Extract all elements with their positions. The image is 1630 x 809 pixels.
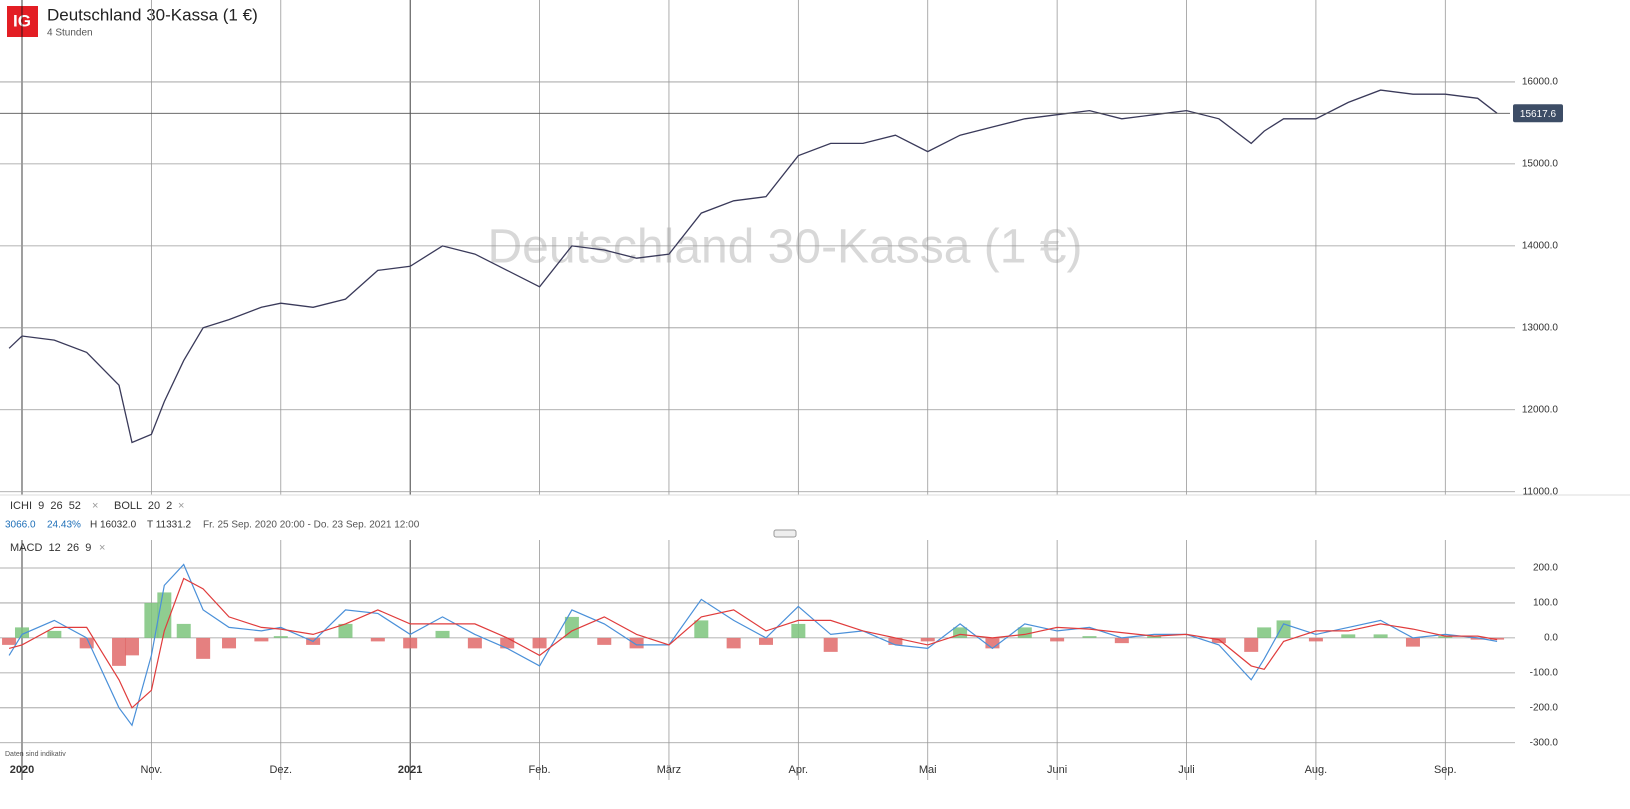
histogram-bar xyxy=(144,602,159,638)
x-tick-label: März xyxy=(657,764,681,776)
histogram-bar xyxy=(1308,637,1323,642)
histogram-bar xyxy=(1114,637,1129,644)
indicator-macd: MACD 12 26 9 xyxy=(10,542,91,554)
y-tick-label: 13000.0 xyxy=(1522,322,1559,333)
histogram-bar xyxy=(403,637,418,649)
histogram-bar xyxy=(14,627,29,638)
histogram-bar xyxy=(1405,637,1420,647)
y-tick-label: 0.0 xyxy=(1544,633,1558,644)
x-tick-label: Mai xyxy=(919,764,937,776)
histogram-bar xyxy=(435,630,450,638)
histogram-bar xyxy=(254,637,269,642)
histogram-bar xyxy=(1490,637,1505,640)
histogram-bar xyxy=(823,637,838,652)
x-tick-label: Juli xyxy=(1178,764,1195,776)
x-tick-label: 2020 xyxy=(10,764,34,776)
stat-range: Fr. 25 Sep. 2020 20:00 - Do. 23 Sep. 202… xyxy=(203,520,420,531)
histogram-bar xyxy=(758,637,773,645)
y-tick-label: 12000.0 xyxy=(1522,404,1559,415)
histogram-bar xyxy=(1373,634,1388,638)
histogram-bar xyxy=(370,637,385,642)
histogram-bar xyxy=(47,630,62,638)
histogram-bar xyxy=(1050,637,1065,642)
x-tick-label: Dez. xyxy=(269,764,292,776)
histogram-bar xyxy=(112,637,127,666)
histogram-bar xyxy=(694,620,709,638)
histogram-bar xyxy=(79,637,94,649)
histogram-bar xyxy=(1341,634,1356,638)
histogram-bar xyxy=(196,637,211,659)
y-tick-label: 14000.0 xyxy=(1522,241,1559,252)
macd-line xyxy=(8,577,1498,709)
title: Deutschland 30-Kassa (1 €) xyxy=(47,5,258,24)
y-tick-label: 15000.0 xyxy=(1522,159,1559,170)
histogram-bar xyxy=(1276,620,1291,638)
y-tick-label: -200.0 xyxy=(1530,702,1559,713)
histogram-bar xyxy=(273,636,288,638)
panel-resizer[interactable] xyxy=(773,529,797,538)
histogram-bar xyxy=(500,637,515,649)
y-tick-label: 100.0 xyxy=(1533,598,1558,609)
close-icon[interactable]: × xyxy=(92,500,98,512)
close-icon[interactable]: × xyxy=(99,542,105,554)
histogram-bar xyxy=(176,623,191,638)
histogram-bar xyxy=(1470,637,1485,640)
histogram-bar xyxy=(726,637,741,649)
footer-note: Daten sind indikativ xyxy=(5,751,66,758)
subtitle: 4 Stunden xyxy=(47,28,93,39)
histogram-bar xyxy=(338,623,353,638)
x-tick-label: Feb. xyxy=(529,764,551,776)
x-tick-label: Sep. xyxy=(1434,764,1457,776)
y-tick-label: 11000.0 xyxy=(1523,486,1559,497)
histogram-bar xyxy=(532,637,547,649)
histogram-bar xyxy=(222,637,237,649)
stat-change: 3066.0 xyxy=(5,520,36,531)
last-price-tag xyxy=(1513,104,1563,123)
x-tick-label: Aug. xyxy=(1305,764,1328,776)
y-tick-label: -100.0 xyxy=(1530,667,1559,678)
histogram-bar xyxy=(953,627,968,638)
x-tick-label: Apr. xyxy=(789,764,809,776)
histogram-bar xyxy=(467,637,482,649)
macd-line xyxy=(8,563,1498,727)
histogram-bar xyxy=(888,637,903,645)
histogram-bar xyxy=(597,637,612,645)
y-tick-label: 200.0 xyxy=(1533,563,1558,574)
x-tick-label: Juni xyxy=(1047,764,1067,776)
histogram-bar xyxy=(985,637,1000,649)
histogram-bar xyxy=(1082,636,1097,638)
histogram-bar xyxy=(1211,637,1226,644)
close-icon[interactable]: × xyxy=(178,500,184,512)
histogram-bar xyxy=(1438,636,1453,638)
histogram-bar xyxy=(1017,627,1032,638)
histogram-bar xyxy=(124,637,139,656)
x-tick-label: Nov. xyxy=(140,764,162,776)
price-line xyxy=(8,89,1498,444)
y-tick-label: -300.0 xyxy=(1530,737,1559,748)
stat-high: H 16032.0 xyxy=(90,520,137,531)
watermark: Deutschland 30-Kassa (1 €) xyxy=(488,221,1083,274)
stat-low: T 11331.2 xyxy=(147,520,192,531)
indicator-boll: BOLL 20 2 xyxy=(114,500,172,512)
histogram-bar xyxy=(2,637,17,645)
histogram-bar xyxy=(629,637,644,649)
histogram-bar xyxy=(1244,637,1259,652)
stat-change-pct: 24.43% xyxy=(47,520,81,531)
histogram-bar xyxy=(920,637,935,642)
x-tick-label: 2021 xyxy=(398,764,422,776)
logo-box xyxy=(7,6,38,37)
y-tick-label: 16000.0 xyxy=(1522,77,1559,88)
last-price-label: 15617.6 xyxy=(1520,109,1557,120)
histogram-bar xyxy=(1257,627,1272,638)
histogram-bar xyxy=(564,616,579,638)
indicator-ichi: ICHI 9 26 52 xyxy=(10,500,81,512)
histogram-bar xyxy=(1147,636,1162,638)
histogram-bar xyxy=(791,623,806,638)
